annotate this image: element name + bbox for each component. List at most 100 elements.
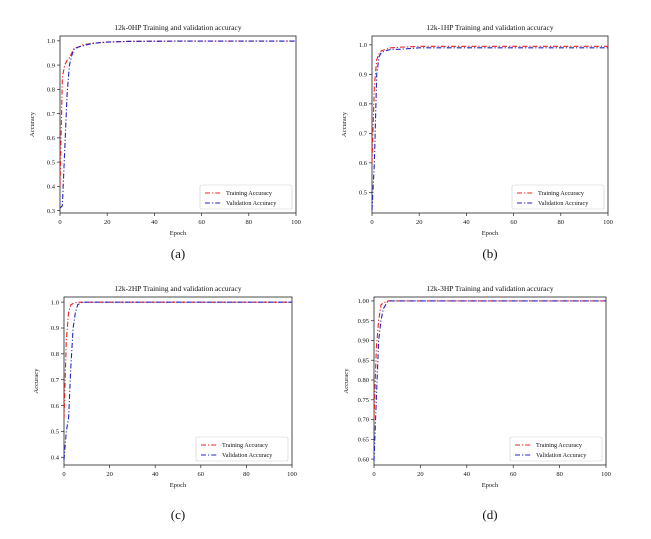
- legend: Training Accuracy Validation Accuracy: [195, 436, 289, 462]
- y-tick-label: 0.5: [51, 429, 59, 436]
- legend-label: Training Accuracy: [226, 190, 273, 197]
- plot-frame: [63, 296, 293, 466]
- plot-frame: [371, 35, 609, 214]
- y-tick-label: 0.5: [47, 159, 55, 166]
- y-tick-label: 0.7: [51, 377, 60, 384]
- x-tick-label: 100: [601, 471, 611, 478]
- x-axis-label: Epoch: [170, 482, 187, 489]
- series-line-training: [371, 45, 608, 163]
- x-tick-label: 40: [152, 471, 159, 478]
- y-tick-label: 0.9: [51, 325, 59, 332]
- y-tick-label: 0.80: [358, 377, 369, 384]
- legend-label: Training Accuracy: [536, 442, 583, 449]
- x-tick-label: 0: [372, 471, 375, 478]
- legend: Training Accuracy Validation Accuracy: [509, 436, 603, 462]
- y-tick-label: 0.9: [47, 62, 55, 69]
- legend-label: Training Accuracy: [222, 442, 269, 449]
- x-tick-label: 40: [463, 219, 470, 226]
- y-tick-label: 1.00: [358, 298, 369, 305]
- y-tick-label: 0.7: [359, 131, 368, 138]
- x-tick-label: 80: [246, 219, 253, 226]
- legend-label: Validation Accuracy: [538, 200, 589, 207]
- y-axis-label: Accuracy: [29, 111, 36, 137]
- y-tick-label: 1.0: [51, 299, 59, 306]
- x-tick-label: 40: [464, 471, 471, 478]
- legend: Training Accuracy Validation Accuracy: [199, 184, 293, 210]
- x-tick-label: 80: [556, 471, 563, 478]
- legend-box: [199, 184, 293, 210]
- x-tick-label: 80: [558, 219, 565, 226]
- x-tick-label: 100: [287, 471, 297, 478]
- x-tick-label: 80: [243, 471, 250, 478]
- chart-panel-2: 12k-1HP Training and validation accuracy…: [341, 23, 613, 261]
- series-line-validation: [371, 47, 608, 211]
- y-tick-label: 0.8: [359, 101, 367, 108]
- chart-panel-1: 12k-0HP Training and validation accuracy…: [29, 23, 301, 261]
- series-line-training: [59, 40, 296, 187]
- chart-title: 12k-2HP Training and validation accuracy: [114, 284, 241, 293]
- x-tick-label: 60: [510, 471, 517, 478]
- x-tick-label: 60: [510, 219, 517, 226]
- y-tick-label: 0.9: [359, 72, 367, 79]
- panel-label: (d): [482, 507, 497, 522]
- x-axis-label: Epoch: [482, 482, 499, 489]
- y-axis-label: Accuracy: [343, 368, 350, 394]
- x-tick-label: 100: [603, 219, 613, 226]
- y-tick-label: 0.5: [359, 190, 367, 197]
- legend-box: [511, 184, 605, 210]
- legend-label: Validation Accuracy: [222, 452, 273, 459]
- series-line-validation: [59, 40, 296, 209]
- x-tick-label: 0: [58, 219, 61, 226]
- x-tick-label: 0: [370, 219, 373, 226]
- x-axis-label: Epoch: [170, 230, 187, 237]
- x-tick-label: 20: [104, 219, 111, 226]
- y-tick-label: 1.0: [47, 38, 55, 45]
- chart-panel-4: 12k-3HP Training and validation accuracy…: [343, 284, 611, 522]
- y-tick-label: 0.70: [358, 417, 369, 424]
- legend-label: Validation Accuracy: [226, 200, 277, 207]
- y-tick-label: 0.6: [359, 160, 368, 167]
- y-tick-label: 0.6: [47, 135, 56, 142]
- y-tick-label: 0.85: [358, 357, 369, 364]
- chart-title: 12k-3HP Training and validation accuracy: [426, 284, 553, 293]
- y-tick-label: 0.65: [358, 437, 369, 444]
- panel-label: (b): [482, 246, 497, 261]
- series-line-validation: [63, 301, 292, 460]
- x-tick-label: 20: [416, 219, 423, 226]
- panel-label: (a): [171, 246, 185, 261]
- legend: Training Accuracy Validation Accuracy: [511, 184, 605, 210]
- x-tick-label: 40: [151, 219, 158, 226]
- legend-box: [195, 436, 289, 462]
- panel-label: (c): [171, 507, 185, 522]
- y-tick-label: 0.6: [51, 403, 60, 410]
- legend-label: Training Accuracy: [538, 190, 585, 197]
- y-tick-label: 0.3: [47, 208, 55, 215]
- y-tick-label: 0.95: [358, 318, 369, 325]
- y-tick-label: 0.7: [47, 111, 56, 118]
- legend-box: [509, 436, 603, 462]
- plot-frame: [59, 35, 297, 214]
- x-tick-label: 100: [291, 219, 301, 226]
- y-tick-label: 0.90: [358, 338, 369, 345]
- y-tick-label: 0.60: [358, 456, 369, 463]
- y-axis-label: Accuracy: [341, 111, 348, 137]
- legend-label: Validation Accuracy: [536, 452, 587, 459]
- chart-title: 12k-0HP Training and validation accuracy: [114, 23, 241, 32]
- y-tick-label: 1.0: [359, 42, 367, 49]
- y-tick-label: 0.4: [51, 454, 60, 461]
- x-tick-label: 0: [62, 471, 65, 478]
- chart-panel-3: 12k-2HP Training and validation accuracy…: [33, 284, 297, 522]
- y-axis-label: Accuracy: [33, 368, 40, 394]
- series-line-training: [373, 300, 606, 420]
- y-tick-label: 0.8: [51, 351, 59, 358]
- y-tick-label: 0.8: [47, 87, 55, 94]
- y-tick-label: 0.4: [47, 184, 56, 191]
- chart-title: 12k-1HP Training and validation accuracy: [426, 23, 553, 32]
- series-line-training: [63, 301, 292, 419]
- series-line-validation: [373, 300, 606, 462]
- x-tick-label: 20: [106, 471, 113, 478]
- x-tick-label: 20: [417, 471, 424, 478]
- x-tick-label: 60: [198, 471, 205, 478]
- y-tick-label: 0.75: [358, 397, 369, 404]
